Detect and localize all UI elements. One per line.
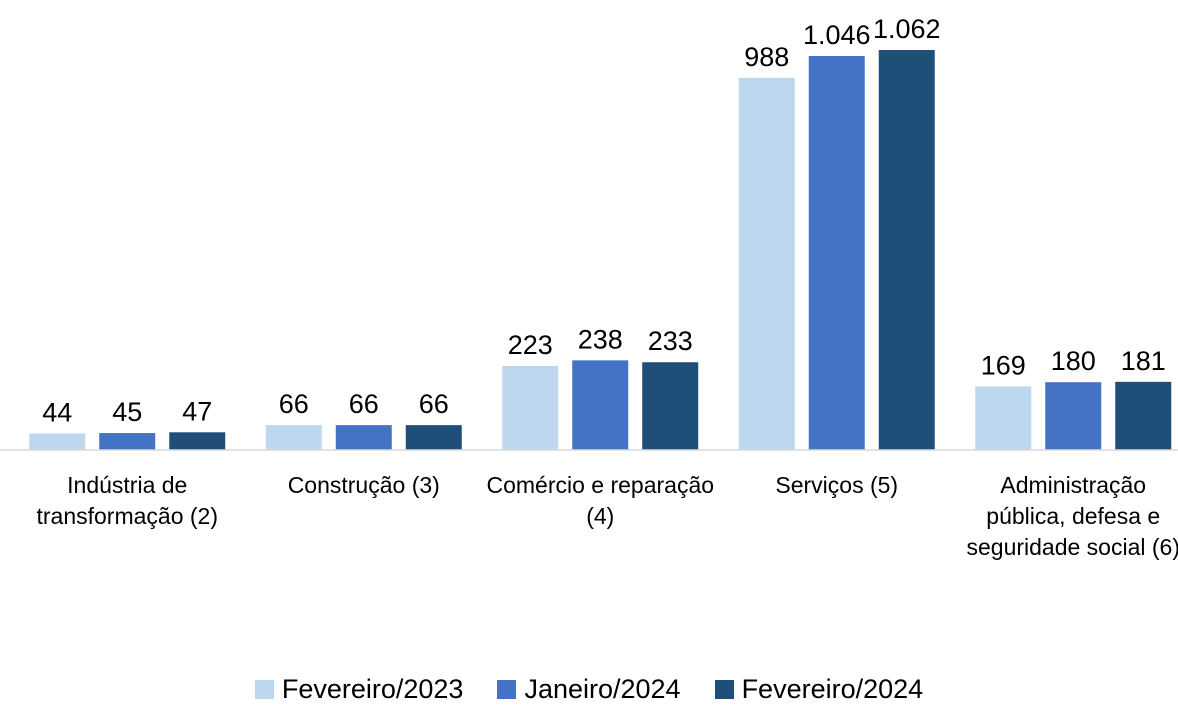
legend-item: Fevereiro/2024 (714, 674, 924, 705)
data-label: 66 (279, 389, 309, 419)
bar (502, 366, 559, 450)
data-label: 233 (648, 326, 693, 356)
category-label: Indústria de transformação (2) (36, 472, 218, 529)
bar (405, 425, 462, 450)
data-label: 181 (1121, 346, 1166, 376)
bar (1115, 381, 1172, 450)
category-label: Serviços (5) (775, 472, 899, 498)
legend-label: Fevereiro/2023 (281, 674, 464, 704)
data-label: 180 (1051, 346, 1096, 376)
legend-label: Fevereiro/2024 (741, 674, 924, 704)
data-label: 45 (112, 397, 142, 427)
category-label: Administração pública, defesa e segurida… (966, 472, 1178, 560)
legend: Fevereiro/2023 Janeiro/2024 Fevereiro/2024 (0, 674, 1178, 705)
data-label: 66 (419, 389, 449, 419)
data-label: 988 (744, 42, 789, 72)
legend-item: Fevereiro/2023 (254, 674, 464, 705)
data-label: 1.046 (803, 20, 871, 50)
legend-label: Janeiro/2024 (524, 674, 681, 704)
bar (1045, 382, 1102, 450)
bar (572, 360, 629, 450)
data-label: 66 (349, 389, 379, 419)
bar (99, 433, 156, 450)
data-label: 169 (981, 350, 1026, 380)
bar (975, 386, 1032, 450)
legend-swatch (254, 680, 274, 699)
bar (169, 432, 226, 450)
bar (335, 425, 392, 450)
bar (808, 56, 865, 450)
legend-swatch (714, 680, 734, 699)
data-label: 238 (578, 324, 623, 354)
category-label: Construção (3) (287, 472, 440, 498)
legend-swatch (497, 680, 517, 699)
data-label: 1.062 (873, 14, 941, 44)
data-label: 47 (182, 396, 212, 426)
legend-item: Janeiro/2024 (497, 674, 681, 705)
bar (738, 77, 795, 450)
bar (878, 50, 935, 450)
bar (29, 433, 86, 450)
category-label: Comércio e reparação (4) (486, 472, 715, 529)
bar (265, 425, 322, 450)
data-label: 44 (42, 397, 72, 427)
data-label: 223 (508, 330, 553, 360)
bar (642, 362, 699, 450)
